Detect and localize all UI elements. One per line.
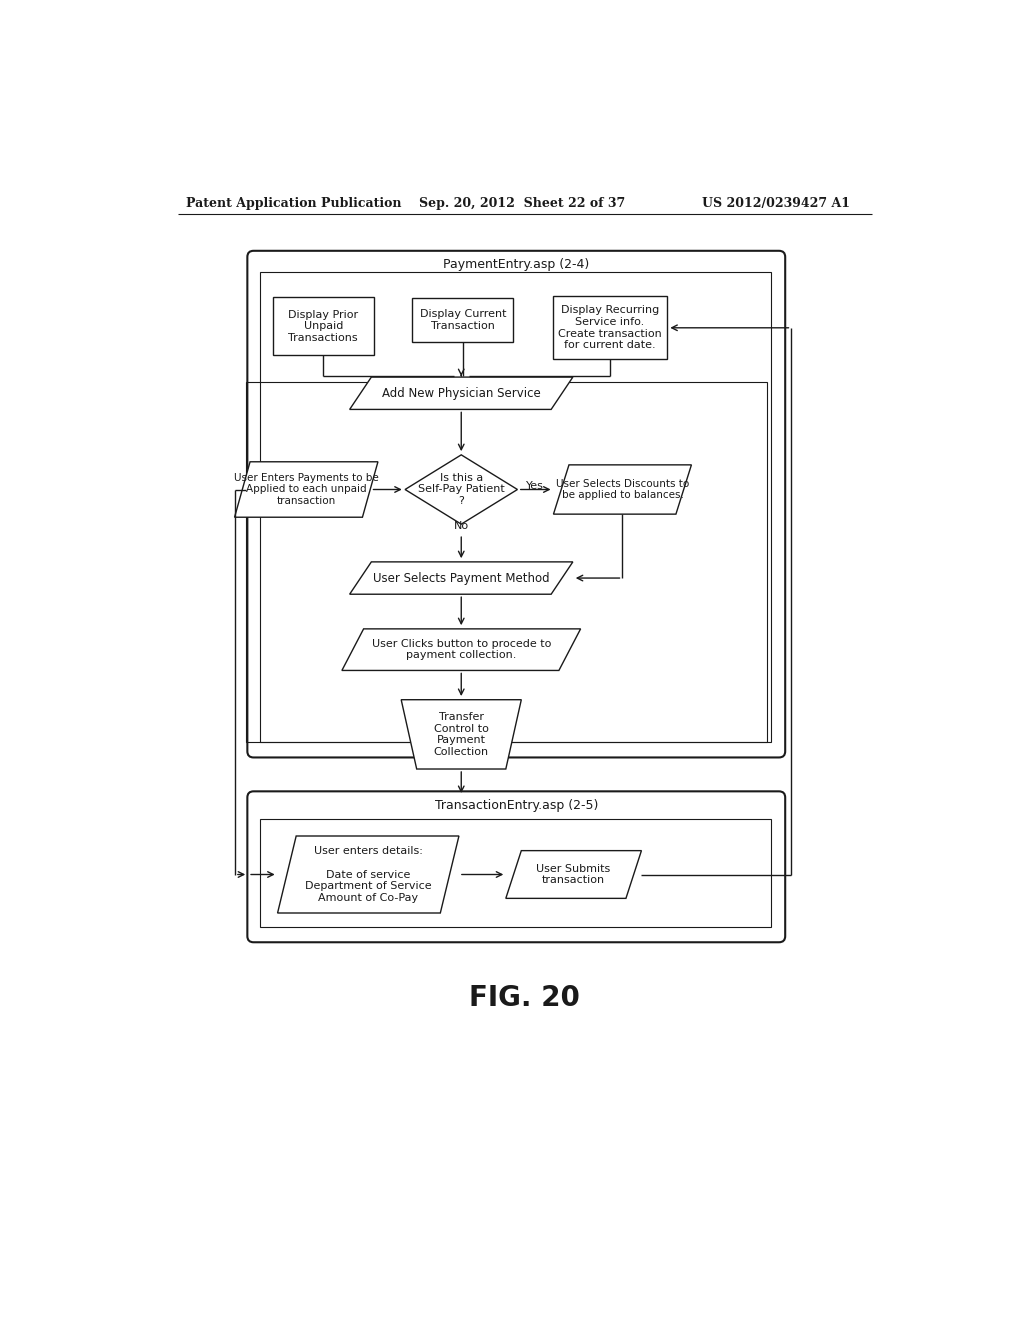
Text: Transfer
Control to
Payment
Collection: Transfer Control to Payment Collection [434,711,488,756]
Text: User Selects Discounts to
be applied to balances.: User Selects Discounts to be applied to … [556,479,689,500]
Text: No: No [454,520,469,531]
Text: Sep. 20, 2012  Sheet 22 of 37: Sep. 20, 2012 Sheet 22 of 37 [419,197,625,210]
Text: Display Current
Transaction: Display Current Transaction [420,309,506,331]
Text: Is this a
Self-Pay Patient
?: Is this a Self-Pay Patient ? [418,473,505,506]
Text: US 2012/0239427 A1: US 2012/0239427 A1 [701,197,850,210]
Polygon shape [234,462,378,517]
Text: User Selects Payment Method: User Selects Payment Method [373,572,550,585]
Polygon shape [278,836,459,913]
Text: User enters details:

Date of service
Department of Service
Amount of Co-Pay: User enters details: Date of service Dep… [305,846,431,903]
Text: User Enters Payments to be
Applied to each unpaid
transaction: User Enters Payments to be Applied to ea… [233,473,379,506]
Polygon shape [406,455,517,524]
Polygon shape [349,378,572,409]
Polygon shape [506,850,641,899]
Text: Patent Application Publication: Patent Application Publication [186,197,401,210]
Text: PaymentEntry.asp (2-4): PaymentEntry.asp (2-4) [443,259,590,271]
Polygon shape [349,562,572,594]
FancyBboxPatch shape [553,296,668,359]
Text: TransactionEntry.asp (2-5): TransactionEntry.asp (2-5) [434,799,598,812]
Text: Yes: Yes [526,480,544,491]
Text: Add New Physician Service: Add New Physician Service [382,387,541,400]
FancyBboxPatch shape [273,297,374,355]
Text: User Clicks button to procede to
payment collection.: User Clicks button to procede to payment… [372,639,551,660]
FancyBboxPatch shape [413,298,513,342]
FancyBboxPatch shape [248,792,785,942]
Text: User Submits
transaction: User Submits transaction [537,863,610,886]
FancyBboxPatch shape [248,251,785,758]
Text: FIG. 20: FIG. 20 [469,983,581,1011]
Polygon shape [401,700,521,770]
Polygon shape [554,465,691,515]
Text: Display Prior
Unpaid
Transactions: Display Prior Unpaid Transactions [288,310,358,343]
Text: Display Recurring
Service info.
Create transaction
for current date.: Display Recurring Service info. Create t… [558,305,662,350]
Polygon shape [342,628,581,671]
